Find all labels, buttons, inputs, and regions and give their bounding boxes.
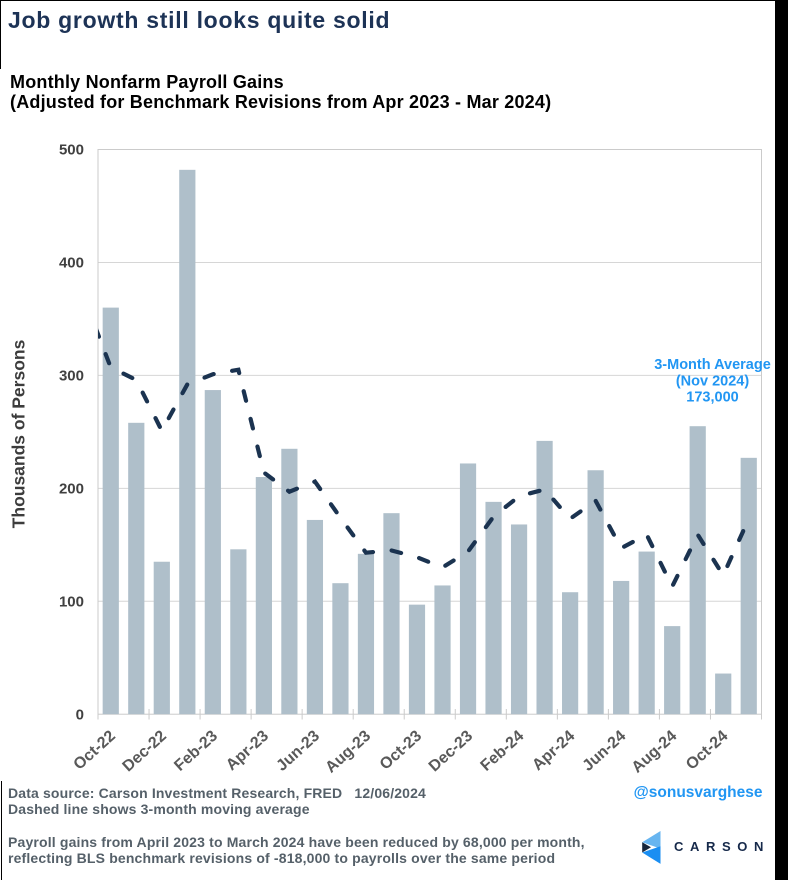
svg-text:Aug-23: Aug-23 xyxy=(322,727,374,776)
svg-text:300: 300 xyxy=(59,368,84,385)
svg-text:500: 500 xyxy=(59,142,84,159)
svg-text:200: 200 xyxy=(59,480,84,497)
svg-text:173,000: 173,000 xyxy=(686,390,738,406)
svg-text:3-Month Average: 3-Month Average xyxy=(654,357,771,373)
svg-text:Feb-23: Feb-23 xyxy=(171,727,221,774)
svg-text:Aug-24: Aug-24 xyxy=(629,727,681,776)
svg-text:Oct-23: Oct-23 xyxy=(377,727,425,773)
svg-text:400: 400 xyxy=(59,255,84,272)
svg-text:(Nov 2024): (Nov 2024) xyxy=(676,374,750,390)
svg-text:Dec-22: Dec-22 xyxy=(120,727,170,775)
svg-text:Apr-23: Apr-23 xyxy=(223,727,272,774)
svg-text:Thousands of Persons: Thousands of Persons xyxy=(9,339,29,528)
svg-text:100: 100 xyxy=(59,593,84,610)
svg-text:Jun-24: Jun-24 xyxy=(580,727,630,774)
svg-text:Oct-24: Oct-24 xyxy=(683,727,731,773)
svg-text:Apr-24: Apr-24 xyxy=(529,727,578,774)
svg-text:Feb-24: Feb-24 xyxy=(478,727,528,774)
svg-text:0: 0 xyxy=(76,706,84,723)
svg-text:Oct-22: Oct-22 xyxy=(71,727,119,773)
svg-text:Dec-23: Dec-23 xyxy=(426,727,476,775)
svg-text:Jun-23: Jun-23 xyxy=(273,727,323,774)
